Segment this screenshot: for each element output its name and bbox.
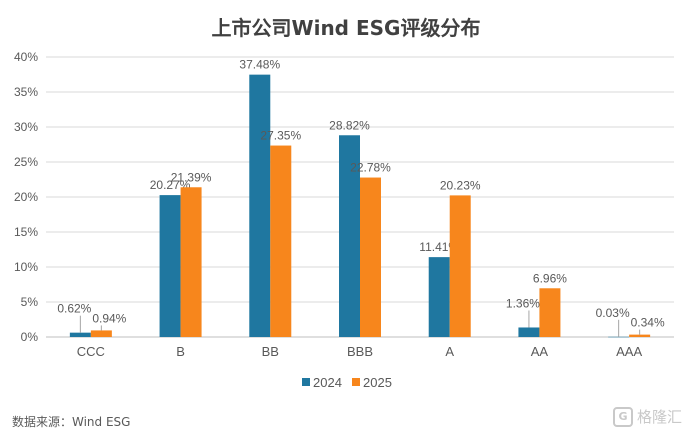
- legend-swatch-2025: [352, 378, 360, 386]
- bar-2025-BB: [270, 145, 292, 337]
- bar-2024-BBB: [339, 135, 360, 337]
- bar-2024-B: [159, 195, 181, 337]
- y-tick-label: 10%: [14, 260, 38, 274]
- x-tick-label: B: [176, 344, 185, 359]
- bar-2025-CCC: [90, 330, 112, 337]
- bar-2024-AAA: [608, 336, 630, 338]
- y-tick-label: 0%: [21, 330, 39, 344]
- chart-title: 上市公司Wind ESG评级分布: [211, 16, 481, 40]
- x-tick-label: AAA: [616, 344, 642, 359]
- data-label-2024-BB: 37.48%: [239, 58, 280, 72]
- bar-2024-CCC: [69, 332, 91, 337]
- data-label-2024-A: 11.41%: [419, 240, 459, 254]
- bar-2024-BB: [249, 74, 271, 337]
- x-tick-label: A: [445, 344, 454, 359]
- y-tick-label: 5%: [21, 295, 39, 309]
- data-label-2024-AAA: 0.03%: [596, 306, 630, 320]
- data-label-2025-CCC: 0.94%: [92, 311, 126, 325]
- data-label-2024-B: 20.27%: [150, 178, 191, 192]
- data-label-2024-CCC: 0.62%: [57, 302, 91, 316]
- y-tick-label: 40%: [14, 50, 38, 64]
- data-label-2024-BBB: 28.82%: [329, 118, 370, 132]
- legend-label-2024: 2024: [313, 375, 342, 390]
- bar-2025-B: [180, 187, 202, 337]
- x-tick-label: AA: [531, 344, 549, 359]
- data-label-2025-AAA: 0.34%: [631, 316, 665, 330]
- x-tick-label: BBB: [347, 344, 373, 359]
- y-tick-label: 25%: [14, 155, 38, 169]
- y-tick-label: 15%: [14, 225, 38, 239]
- bar-2025-AAA: [629, 334, 651, 337]
- data-label-2025-AA: 6.96%: [533, 271, 567, 285]
- y-tick-label: 30%: [14, 120, 38, 134]
- bar-2025-BBB: [360, 177, 381, 337]
- bar-2025-AA: [539, 288, 561, 337]
- data-label-2025-BB: 27.35%: [260, 129, 301, 143]
- data-label-2025-B: 21.39%: [171, 170, 212, 184]
- x-tick-label: BB: [262, 344, 279, 359]
- bar-2025-A: [449, 195, 471, 337]
- data-label-2025-A: 20.23%: [440, 178, 481, 192]
- watermark: G 格隆汇: [612, 406, 682, 427]
- y-tick-label: 20%: [14, 190, 38, 204]
- source-note: 数据来源：Wind ESG: [12, 415, 131, 429]
- watermark-text: 格隆汇: [636, 408, 682, 426]
- legend-swatch-2024: [302, 378, 310, 386]
- bar-2024-A: [428, 257, 450, 337]
- y-tick-label: 35%: [14, 85, 38, 99]
- watermark-logo-icon: G: [612, 406, 633, 427]
- x-tick-label: CCC: [77, 344, 105, 359]
- legend-label-2025: 2025: [363, 375, 392, 390]
- data-label-2025-BBB: 22.78%: [350, 161, 391, 175]
- data-label-2024-AA: 1.36%: [506, 296, 540, 310]
- bar-2024-AA: [518, 327, 540, 337]
